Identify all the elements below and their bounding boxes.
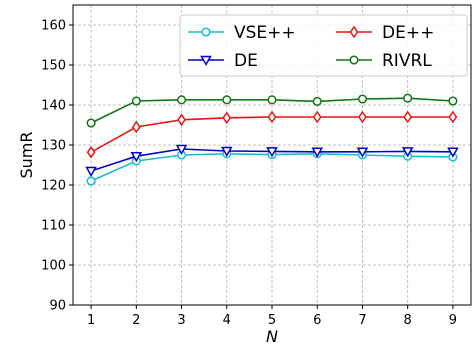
data-point-rivrl-8 xyxy=(403,93,413,103)
data-point-de-1 xyxy=(85,166,97,178)
x-axis-label: N xyxy=(266,327,278,346)
legend-box xyxy=(179,14,468,77)
x-tick-label-5: 5 xyxy=(268,313,276,328)
y-tick-label-140: 140 xyxy=(41,99,66,114)
legend-marker-de xyxy=(200,55,212,67)
data-point-deplusplus-2 xyxy=(131,120,141,134)
tick-labels: 90 100 110 120 130 140 150 160 1 2 3 4 5 6 7 8 9 xyxy=(41,19,457,329)
legend-label-rivrl: RIVRL xyxy=(382,51,432,71)
legend-marker-rivrl xyxy=(349,55,359,65)
x-tick-label-9: 9 xyxy=(449,313,457,328)
data-point-deplusplus-6 xyxy=(312,110,322,124)
axes xyxy=(69,4,472,309)
legend-entry-vseplusplus: VSE++ xyxy=(188,23,296,43)
data-point-vseplusplus-1 xyxy=(86,176,96,186)
series-rivrl xyxy=(86,93,458,128)
data-point-de-6 xyxy=(311,147,324,158)
y-axis-label: SumR xyxy=(17,132,36,179)
data-point-de-5 xyxy=(266,147,278,158)
y-tick-label-120: 120 xyxy=(41,179,66,194)
x-tick-label-1: 1 xyxy=(87,313,95,328)
legend-label-deplusplus: DE++ xyxy=(382,23,434,43)
legend: VSE++ DE++ DE RIVRL xyxy=(179,14,468,77)
data-point-rivrl-2 xyxy=(131,96,141,106)
x-tick-label-2: 2 xyxy=(132,313,140,328)
legend-marker-vseplusplus xyxy=(201,27,211,37)
legend-marker-deplusplus xyxy=(349,25,359,39)
x-tick-label-3: 3 xyxy=(177,313,185,328)
x-tick-label-6: 6 xyxy=(313,313,321,328)
y-tick-label-90: 90 xyxy=(49,299,66,314)
y-tick-label-130: 130 xyxy=(41,139,66,154)
series-de xyxy=(85,144,459,178)
series-lines xyxy=(85,93,459,186)
y-tick-label-150: 150 xyxy=(41,59,66,74)
data-point-de-3 xyxy=(175,144,188,156)
x-tick-label-4: 4 xyxy=(223,313,231,328)
data-point-de-9 xyxy=(447,147,459,158)
series-deplusplus xyxy=(86,110,458,159)
data-point-rivrl-1 xyxy=(86,118,96,128)
y-tick-label-100: 100 xyxy=(41,259,66,274)
data-point-deplusplus-3 xyxy=(177,113,186,127)
data-point-rivrl-9 xyxy=(448,96,458,106)
data-point-deplusplus-9 xyxy=(448,110,458,124)
legend-entry-deplusplus: DE++ xyxy=(336,23,434,43)
data-point-deplusplus-7 xyxy=(358,110,367,124)
data-point-rivrl-5 xyxy=(267,95,277,105)
legend-entry-rivrl: RIVRL xyxy=(336,51,432,71)
data-point-de-4 xyxy=(220,146,233,158)
data-point-deplusplus-1 xyxy=(86,145,96,159)
data-point-rivrl-3 xyxy=(176,95,187,105)
legend-entry-de: DE xyxy=(188,51,258,71)
x-tick-label-7: 7 xyxy=(358,313,366,328)
y-tick-label-160: 160 xyxy=(41,19,66,34)
x-tick-label-8: 8 xyxy=(404,313,412,328)
data-point-de-2 xyxy=(130,151,143,163)
data-point-deplusplus-5 xyxy=(267,110,277,124)
data-point-rivrl-6 xyxy=(312,96,322,106)
data-point-deplusplus-4 xyxy=(222,111,232,125)
data-point-rivrl-4 xyxy=(222,95,232,105)
data-point-de-7 xyxy=(356,147,369,158)
legend-label-vseplusplus: VSE++ xyxy=(234,23,296,43)
data-point-deplusplus-8 xyxy=(403,110,413,124)
legend-label-de: DE xyxy=(234,51,258,71)
data-point-de-8 xyxy=(401,147,414,158)
y-tick-label-110: 110 xyxy=(41,219,66,234)
data-point-rivrl-7 xyxy=(357,94,368,104)
